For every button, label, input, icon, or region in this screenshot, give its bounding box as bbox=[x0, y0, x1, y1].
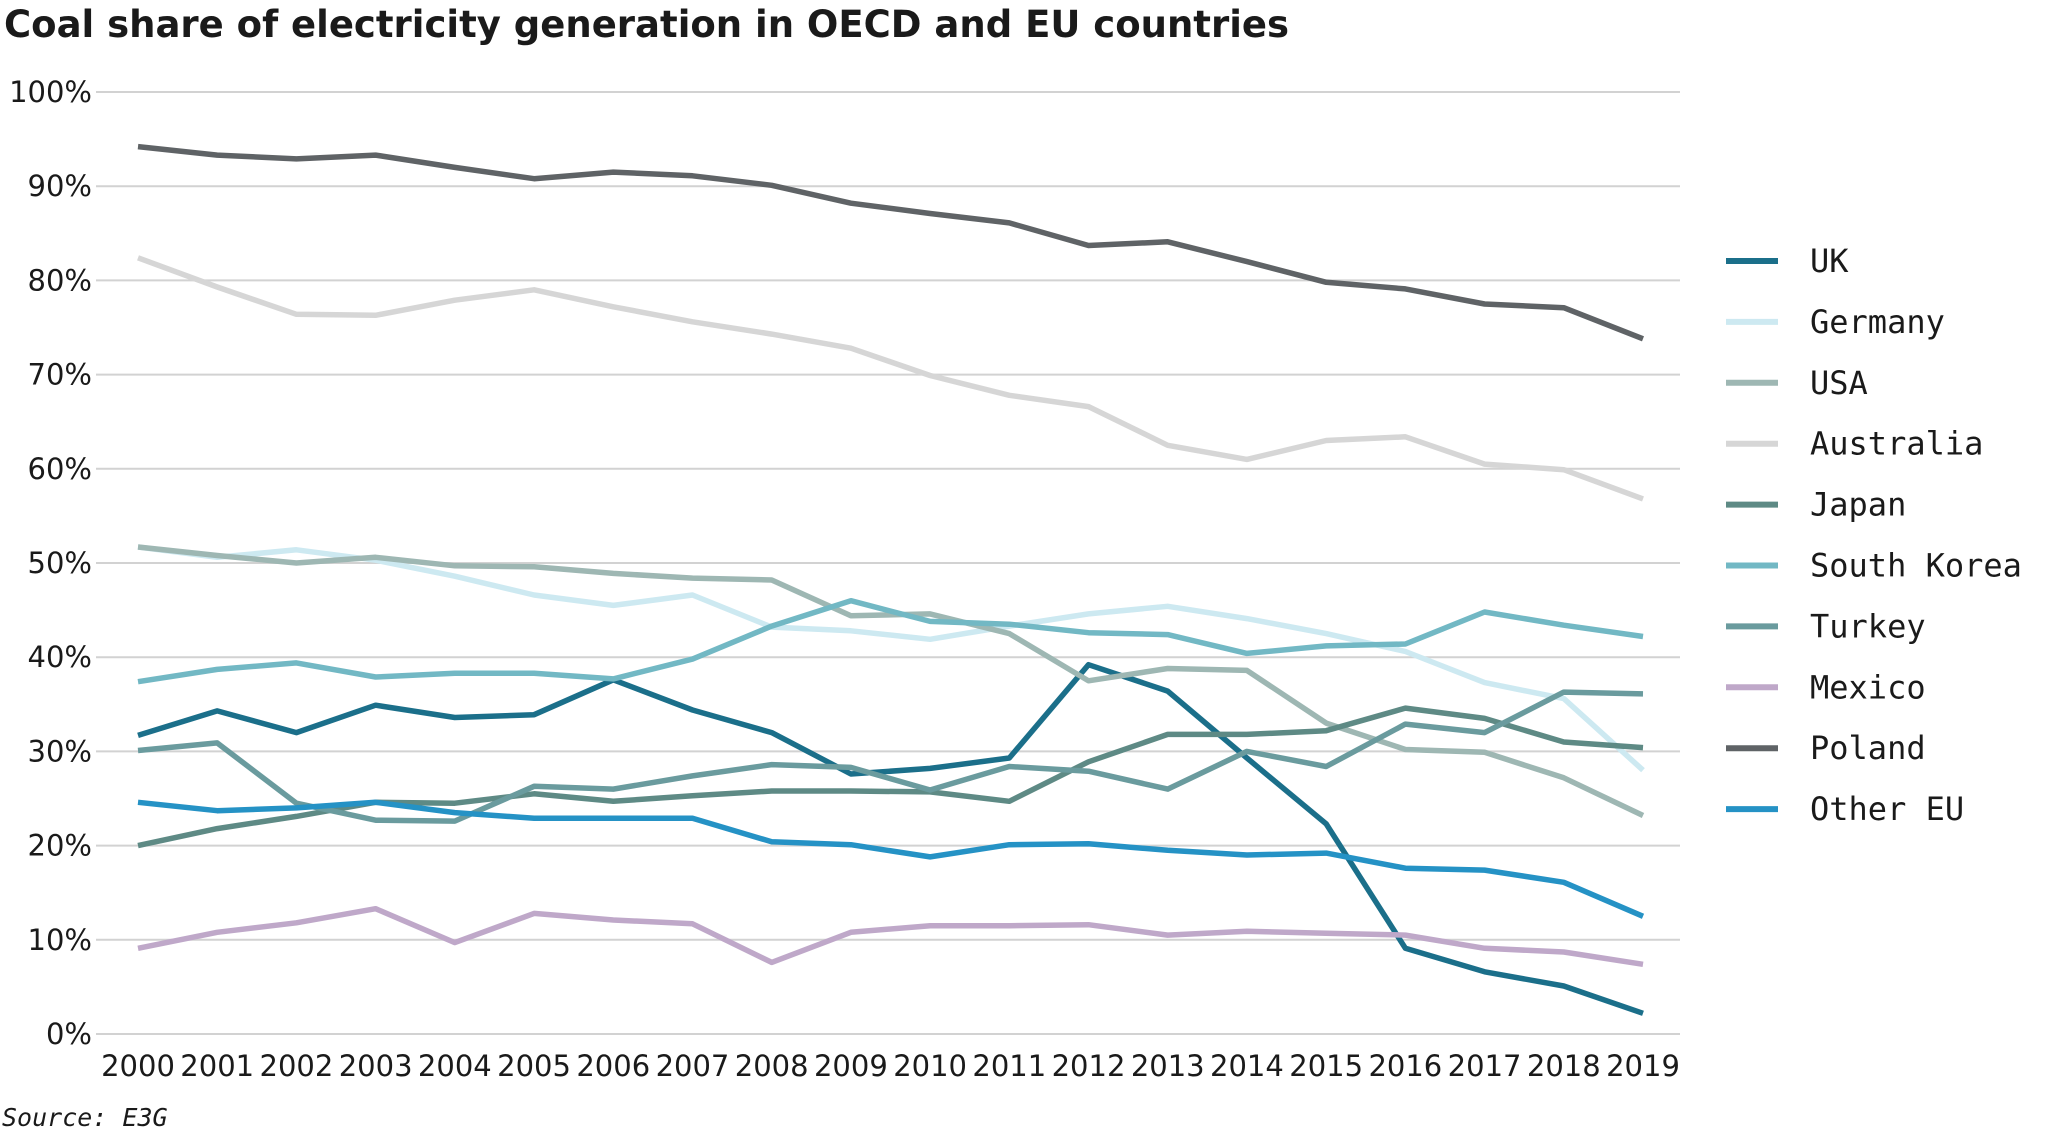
legend-label: Japan bbox=[1810, 486, 1906, 524]
y-tick-label: 30% bbox=[28, 734, 92, 768]
x-tick-label: 2005 bbox=[497, 1049, 571, 1083]
x-tick-label: 2002 bbox=[260, 1049, 334, 1083]
legend-label: Mexico bbox=[1810, 668, 1926, 706]
x-tick-label: 2001 bbox=[180, 1049, 254, 1083]
series-line-turkey bbox=[137, 689, 1644, 824]
x-axis-ticks: 2000 2001 2002 2003 2004 2005 2006 2007 2008 2009… bbox=[101, 1049, 1680, 1083]
x-tick-label: 2013 bbox=[1131, 1049, 1205, 1083]
y-tick-label: 10% bbox=[28, 923, 92, 957]
legend-item-australia: Australia bbox=[1726, 425, 1983, 463]
x-tick-label: 2003 bbox=[339, 1049, 413, 1083]
y-tick-label: 70% bbox=[28, 358, 92, 392]
x-tick-label: 2000 bbox=[101, 1049, 175, 1083]
x-tick-label: 2014 bbox=[1210, 1049, 1284, 1083]
series-line-uk bbox=[137, 661, 1644, 1016]
x-tick-label: 2015 bbox=[1289, 1049, 1363, 1083]
legend-item-germany: Germany bbox=[1726, 303, 1945, 341]
legend-item-usa: USA bbox=[1726, 364, 1868, 402]
legend-label: Other EU bbox=[1810, 790, 1964, 828]
legend-item-uk: UK bbox=[1726, 242, 1849, 280]
x-tick-label: 2012 bbox=[1052, 1049, 1126, 1083]
legend-item-other-eu: Other EU bbox=[1726, 790, 1964, 828]
x-tick-label: 2016 bbox=[1368, 1049, 1442, 1083]
legend-item-japan: Japan bbox=[1726, 486, 1906, 524]
y-tick-label: 100% bbox=[9, 75, 92, 109]
legend-item-south-korea: South Korea bbox=[1726, 547, 2022, 585]
x-tick-label: 2004 bbox=[418, 1049, 492, 1083]
series-line-south-korea bbox=[137, 597, 1644, 685]
x-tick-label: 2009 bbox=[814, 1049, 888, 1083]
x-tick-label: 2011 bbox=[972, 1049, 1046, 1083]
legend-label: South Korea bbox=[1810, 547, 2022, 585]
y-tick-label: 90% bbox=[28, 169, 92, 203]
series-line-other-eu bbox=[137, 799, 1645, 919]
source-note: Source: E3G bbox=[2, 1103, 168, 1132]
x-tick-label: 2006 bbox=[576, 1049, 650, 1083]
x-tick-label: 2008 bbox=[735, 1049, 809, 1083]
y-axis-ticks: 0% 10% 20% 30% 40% 50% 60% 70% 80% 90% 100% bbox=[9, 75, 92, 1051]
y-tick-label: 60% bbox=[28, 452, 92, 486]
x-tick-label: 2018 bbox=[1527, 1049, 1601, 1083]
legend-label: Germany bbox=[1810, 303, 1945, 341]
legend-label: USA bbox=[1810, 364, 1868, 402]
legend-label: Poland bbox=[1810, 729, 1926, 767]
series-line-usa bbox=[137, 544, 1645, 818]
legend-item-mexico: Mexico bbox=[1726, 668, 1926, 706]
legend: UK Germany USA Australia Japan South Korea Tur… bbox=[1726, 242, 2022, 828]
x-tick-label: 2019 bbox=[1606, 1049, 1680, 1083]
series-lines bbox=[137, 143, 1645, 1016]
chart-title: Coal share of electricity generation in … bbox=[4, 3, 1289, 46]
series-line-germany bbox=[137, 544, 1645, 773]
series-line-poland bbox=[137, 143, 1645, 342]
y-tick-label: 0% bbox=[46, 1017, 92, 1051]
grid bbox=[96, 91, 1680, 1035]
legend-item-turkey: Turkey bbox=[1726, 607, 1926, 645]
y-tick-label: 40% bbox=[28, 640, 92, 674]
y-tick-label: 80% bbox=[28, 263, 92, 297]
legend-label: UK bbox=[1810, 242, 1849, 280]
x-tick-label: 2010 bbox=[893, 1049, 967, 1083]
series-line-australia bbox=[137, 255, 1644, 502]
y-tick-label: 50% bbox=[28, 546, 92, 580]
x-tick-label: 2017 bbox=[1448, 1049, 1522, 1083]
x-tick-label: 2007 bbox=[656, 1049, 730, 1083]
legend-label: Australia bbox=[1810, 425, 1983, 463]
legend-label: Turkey bbox=[1810, 607, 1926, 645]
series-line-mexico bbox=[137, 905, 1644, 968]
legend-item-poland: Poland bbox=[1726, 729, 1926, 767]
y-tick-label: 20% bbox=[28, 829, 92, 863]
